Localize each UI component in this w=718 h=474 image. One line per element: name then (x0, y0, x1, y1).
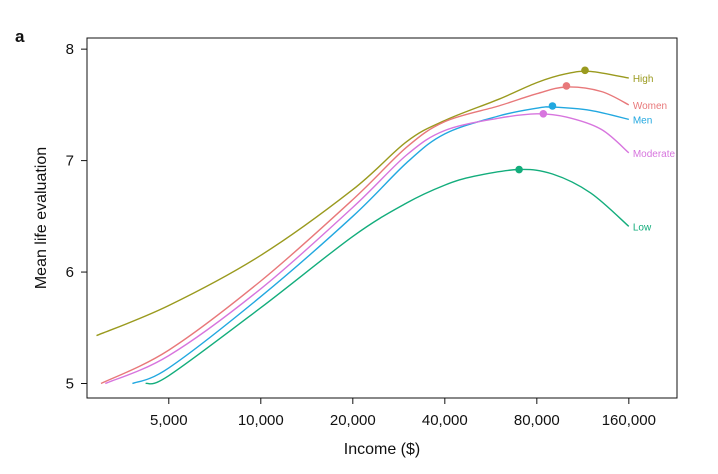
peak-point-high (581, 66, 589, 75)
x-tick-label: 80,000 (514, 412, 560, 429)
series-line-high (96, 70, 629, 337)
series-layer: High Women Men Moderate Low (96, 66, 676, 385)
x-tick-label: 5,000 (150, 412, 188, 429)
peak-point-men (548, 102, 557, 110)
y-tick-label: 7 (66, 153, 74, 170)
y-tick-label: 6 (66, 264, 74, 281)
series-women: Women (100, 82, 667, 385)
series-label-women: Women (633, 101, 667, 112)
series-label-low: Low (633, 222, 652, 233)
x-tick-label: 160,000 (602, 412, 656, 429)
series-line-men (132, 106, 629, 385)
x-axis-title: Income ($) (344, 441, 420, 458)
peak-point-low (515, 165, 523, 174)
series-low: Low (145, 165, 652, 385)
x-axis: 5,000 10,000 20,000 40,000 80,000 160,000 (150, 398, 656, 429)
series-moderate: Moderate (105, 109, 676, 385)
panel-label: a (15, 27, 25, 46)
peak-point-moderate (539, 109, 548, 118)
series-label-moderate: Moderate (633, 149, 676, 160)
x-tick-label: 20,000 (330, 412, 376, 429)
series-men: Men (132, 102, 652, 385)
series-line-low (145, 168, 630, 385)
series-line-moderate (105, 113, 630, 385)
y-tick-label: 8 (66, 41, 74, 58)
peak-point-women (562, 82, 571, 90)
y-tick-label: 5 (66, 376, 74, 393)
series-label-men: Men (633, 115, 652, 126)
y-axis: 5 6 7 8 (66, 41, 87, 393)
x-tick-label: 40,000 (422, 412, 468, 429)
x-tick-label: 10,000 (238, 412, 284, 429)
y-axis-title: Mean life evaluation (33, 147, 50, 289)
series-label-high: High (633, 74, 654, 85)
series-line-women (100, 86, 630, 385)
series-high: High (96, 66, 654, 337)
plot-frame (86, 37, 678, 399)
